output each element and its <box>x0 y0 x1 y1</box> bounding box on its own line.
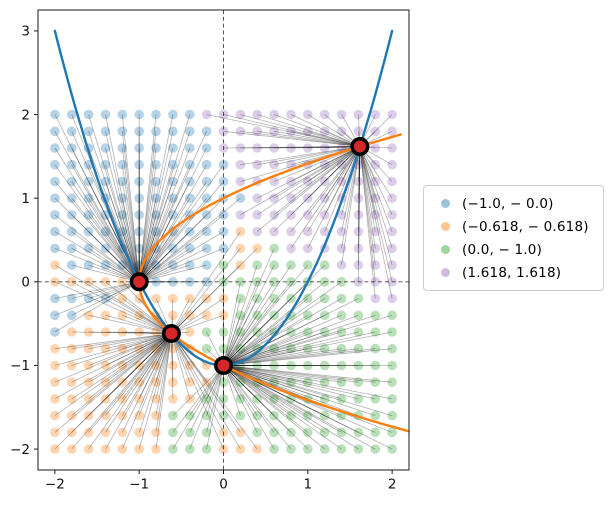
root-markers <box>129 137 370 375</box>
grid-points <box>50 109 397 454</box>
y-tick-label: 2 <box>21 107 30 123</box>
legend-label: (1.618, 1.618) <box>462 264 562 281</box>
x-tick-label: 0 <box>219 477 228 493</box>
axes-ticks: −2 −1 0 1 2 −2 −1 0 1 2 3 <box>10 24 396 493</box>
zero-dashed-lines <box>38 10 409 470</box>
x-tick-label: −2 <box>45 477 65 493</box>
legend-label: (0.0, − 1.0) <box>462 241 543 258</box>
x-tick-label: 1 <box>304 477 313 493</box>
legend-swatch-purple-icon <box>441 268 450 277</box>
legend-item: (−1.0, − 0.0) <box>432 192 593 215</box>
y-tick-label: 3 <box>21 24 30 40</box>
legend: (−1.0, − 0.0) (−0.618, − 0.618) (0.0, − … <box>423 185 604 291</box>
legend-swatch-green-icon <box>441 245 450 254</box>
x-tick-label: −1 <box>129 477 149 493</box>
legend-item: (0.0, − 1.0) <box>432 238 593 261</box>
x-tick-label: 2 <box>388 477 397 493</box>
y-tick-label: −2 <box>10 442 30 458</box>
y-tick-label: −1 <box>10 358 30 374</box>
legend-label: (−0.618, − 0.618) <box>462 218 589 235</box>
y-tick-label: 1 <box>21 191 30 207</box>
convergence-lines <box>54 114 393 450</box>
legend-swatch-orange-icon <box>441 222 450 231</box>
y-tick-label: 0 <box>21 275 30 291</box>
legend-item: (−0.618, − 0.618) <box>432 215 593 238</box>
legend-item: (1.618, 1.618) <box>432 261 593 284</box>
legend-swatch-blue-icon <box>441 199 450 208</box>
legend-label: (−1.0, − 0.0) <box>462 195 554 212</box>
